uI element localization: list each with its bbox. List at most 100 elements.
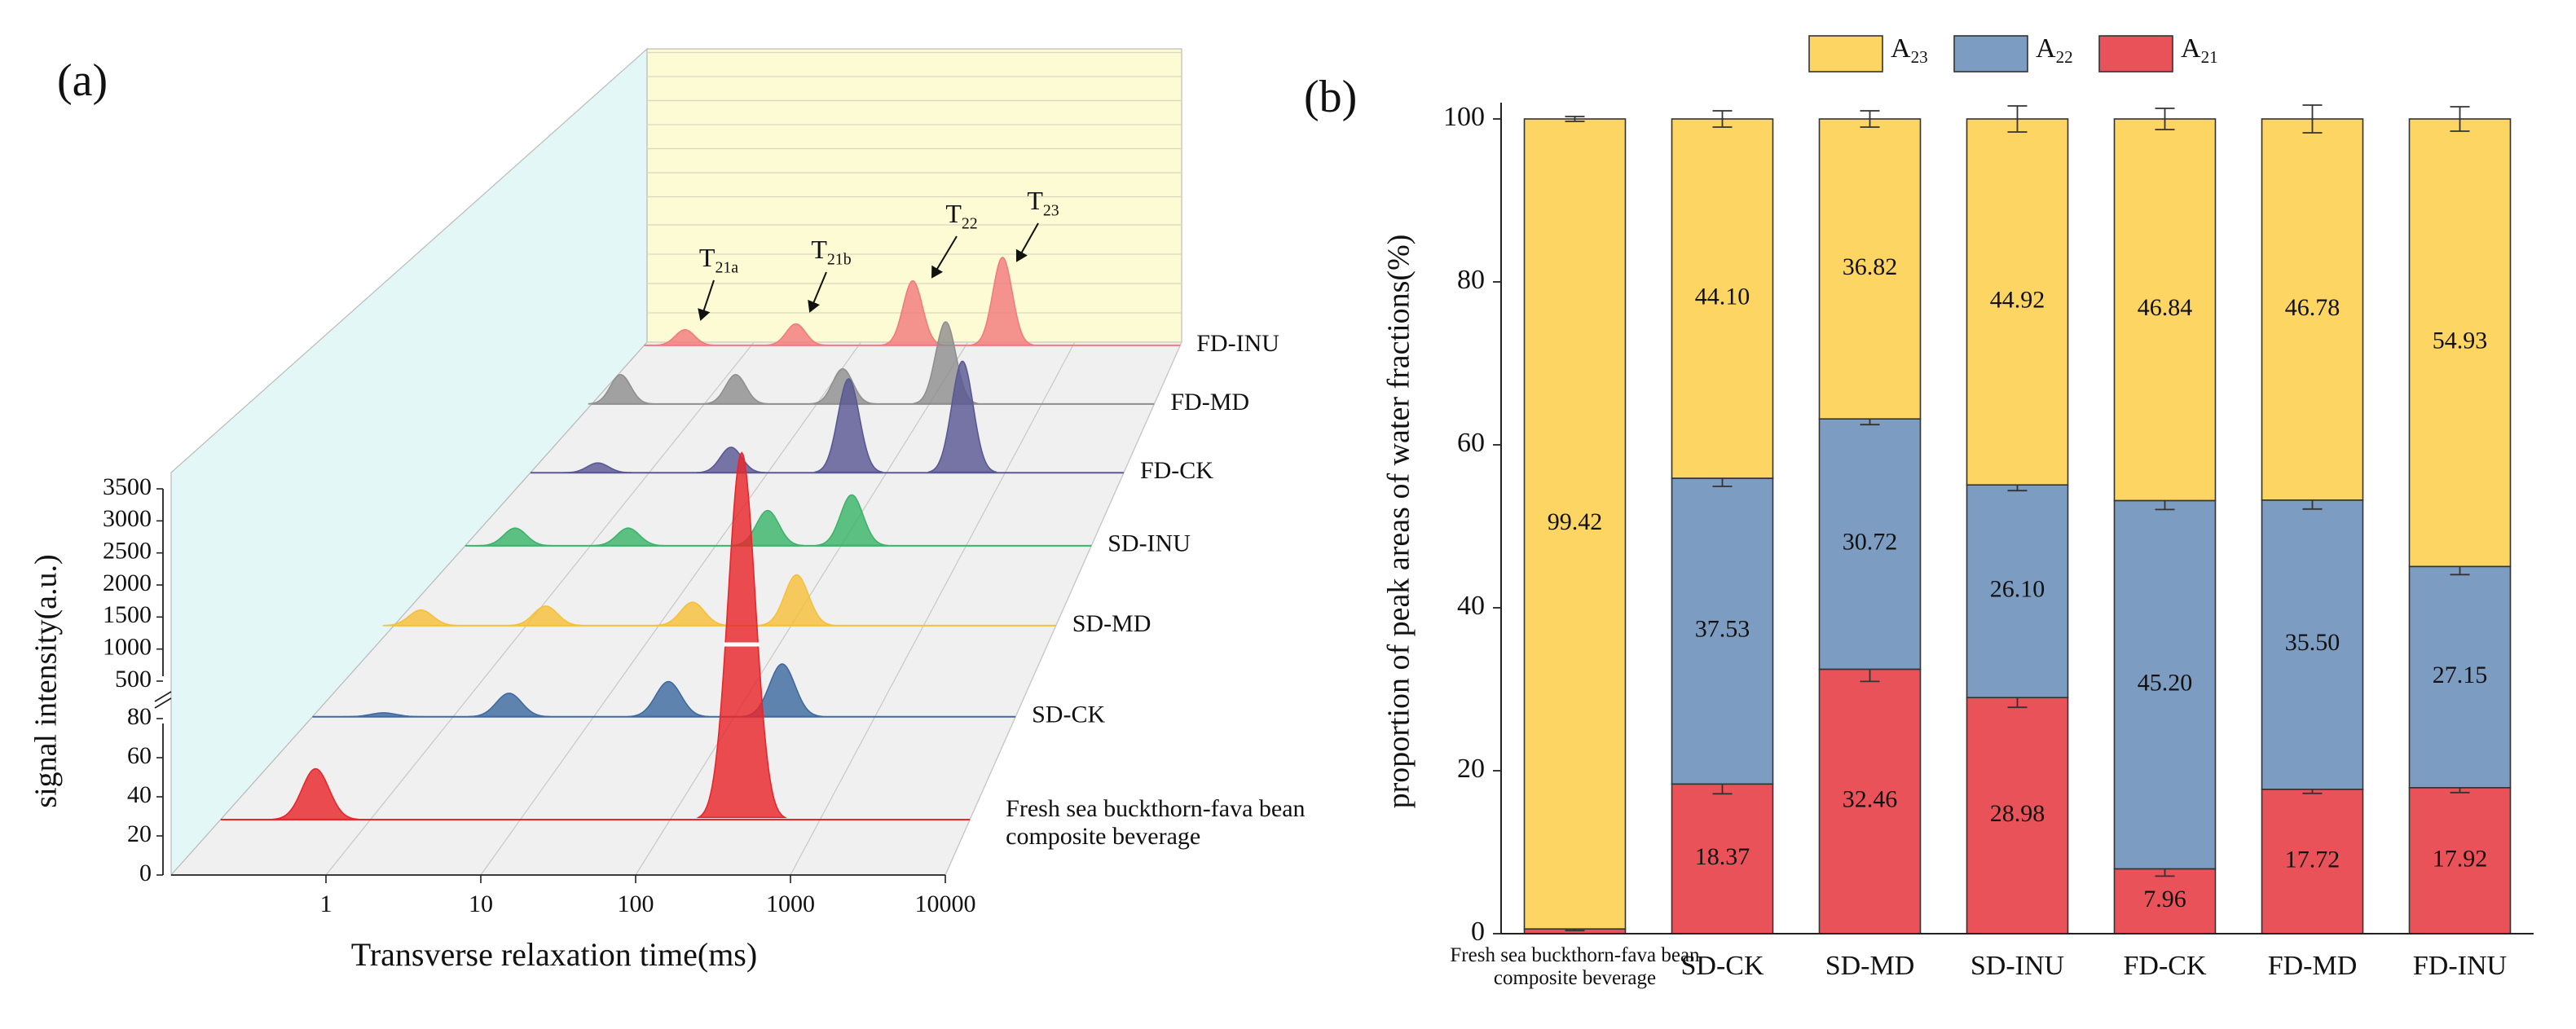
data-label: 44.10 [1695,283,1750,310]
x-tick-label: FD-CK [2123,951,2206,981]
x-tick-label: 1000 [766,890,815,917]
annotation: T21a [699,243,738,276]
data-label: 18.37 [1695,843,1750,870]
x-tick-label: 10 [469,890,493,917]
x-tick-label: FD-MD [2268,951,2358,981]
bar-segment [1818,118,1922,420]
peak [758,574,835,627]
y-axis-label: signal intensity(a.u.) [29,554,64,807]
error-bar [2007,105,2028,133]
bar-segment [1966,484,2069,699]
legend-label-main: A [2036,33,2056,64]
bar-segment [2113,868,2217,934]
error-bar [1712,110,1733,128]
y-tick-label: 80 [1457,265,1485,295]
annotation: T21b [811,235,851,268]
legend-label-main: A [2181,33,2201,64]
peak [588,374,654,405]
y-axis-label: proportion of peak areas of water fracti… [1382,235,1416,809]
y-tick-label: 60 [1457,428,1485,458]
peak [702,374,768,405]
series-label-box: Fresh sea buckthorn-fava bean composite … [1006,797,1305,851]
annotation-sub: 21a [715,258,738,276]
bar-segment [1671,118,1774,479]
x-tick-label: SD-CK [1680,951,1764,981]
data-label: 45.20 [2138,669,2193,696]
data-label: 44.92 [1990,286,2045,313]
data-label: 27.15 [2433,662,2488,688]
bar-segment [2261,499,2364,790]
peak [654,328,716,346]
legend-label: A23 [1891,33,1928,67]
y-tick-label: 3000 [103,505,152,532]
y-tick-label: 40 [1457,591,1485,621]
peak [654,601,731,627]
bar-segment [1818,418,1922,671]
legend-label: A22 [2036,33,2073,67]
series-label: FD-INU [1196,330,1279,357]
annotation: T23 [1027,186,1059,219]
peak [507,605,584,627]
peak [592,527,665,547]
grid-line [790,341,1076,876]
x-tick-label: SD-INU [1971,951,2064,981]
error-bar [2302,104,2323,134]
data-label: 26.10 [1990,576,2045,603]
peak [815,494,888,547]
axis-break [154,691,172,709]
y-tick-label: 80 [127,703,152,730]
legend-label-main: A [1891,33,1911,64]
legend-swatch [1953,35,2028,73]
bar-segment [1818,668,1922,934]
bar-segment [2261,118,2364,501]
annotation-arrow [931,235,958,279]
bar-segment [1671,783,1774,934]
legend-label-sub: 23 [1911,47,1928,67]
series-label: SD-CK [1032,701,1105,728]
series-label: FD-CK [1140,457,1213,484]
series-label: SD-INU [1107,530,1191,557]
y-tick-label: 0 [1471,917,1485,947]
data-label: 17.72 [2285,846,2340,873]
annotation-main: T [811,235,827,264]
data-label: 54.93 [2433,328,2488,354]
peak [382,609,460,627]
error-bar [2450,106,2470,132]
error-bar [2155,108,2175,130]
peak [927,360,997,473]
data-label: 35.50 [2285,629,2340,656]
peak [563,462,632,473]
bar-segment [2261,788,2364,934]
grid-line [945,341,1182,876]
series-label: FD-MD [1170,389,1249,416]
legend-label: A21 [2181,33,2218,67]
grid-line [480,341,861,876]
data-label: 37.53 [1695,616,1750,643]
peak [697,446,765,473]
y-tick-label: 20 [1457,754,1485,784]
annotation-sub: 22 [962,214,978,232]
error-bar [1860,110,1880,128]
annotation-sub: 21b [827,250,852,268]
peak [478,527,552,547]
x-tick-label: SD-MD [1825,951,1915,981]
y-tick-label: 60 [127,742,152,769]
data-label: 46.84 [2138,294,2193,321]
bar-segment [2113,118,2217,502]
bar-segment [2408,786,2512,934]
peak [971,257,1034,346]
y-tick-label: 100 [1443,102,1485,132]
annotation-sub: 23 [1043,201,1059,219]
annotation-arrow [808,271,827,313]
data-label: 7.96 [2143,886,2186,912]
annotation-arrow [1015,222,1039,262]
peak [814,378,883,473]
data-label: 30.72 [1843,529,1898,556]
data-label: 32.46 [1843,786,1898,813]
y-tick-label: 3500 [103,473,152,500]
data-label: 17.92 [2433,845,2488,872]
y-tick-label: 20 [127,820,152,847]
panel-label: (b) [1304,72,1357,122]
data-label: 28.98 [1990,800,2045,827]
